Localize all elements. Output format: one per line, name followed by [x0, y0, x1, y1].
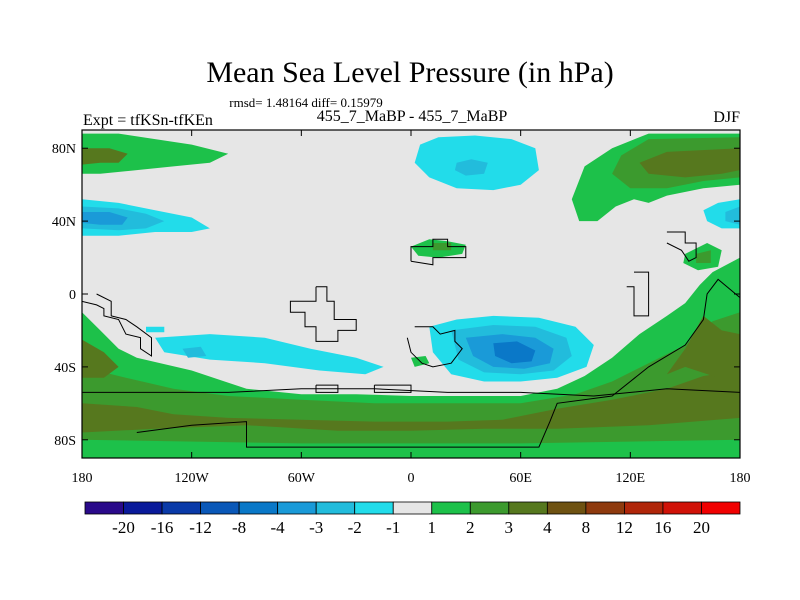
- region-arctic-cyan-2: [454, 159, 488, 176]
- colorbar-label: -2: [348, 518, 362, 537]
- colorbar-swatch: [238, 501, 279, 515]
- x-tick-label: 180: [730, 471, 751, 486]
- region-central-green-n-2: [432, 243, 452, 251]
- left-label: Expt = tfKSn-tfKEn: [83, 112, 213, 129]
- colorbar-label: 12: [616, 518, 633, 537]
- colorbar-swatch: [84, 501, 124, 515]
- colorbar-label: 20: [693, 518, 710, 537]
- x-tick-label: 180: [72, 471, 93, 486]
- colorbar-swatch: [546, 501, 587, 515]
- colorbar-label: 3: [505, 518, 514, 537]
- colorbar-label: 2: [466, 518, 475, 537]
- colorbar-swatch: [277, 501, 317, 515]
- y-tick-label: 40S: [54, 361, 76, 376]
- colorbar-swatch: [161, 501, 201, 515]
- region-east-olive: [666, 315, 740, 382]
- region-antarctic-olive: [82, 370, 740, 433]
- y-tick-label: 80N: [52, 142, 76, 157]
- region-south-pacific-cyan: [155, 334, 384, 375]
- colorbar-swatch: [508, 501, 548, 515]
- contour-s-atlantic-small-2: [373, 384, 412, 393]
- colorbar: -20 -16 -12 -8 -4 -3 -2 -1 1 2 3 4 8 12 16 20: [84, 501, 741, 537]
- contour-s-atlantic-small: [315, 384, 339, 393]
- colorbar-label: 8: [582, 518, 591, 537]
- colorbar-label: -4: [271, 518, 286, 537]
- colorbar-label: -8: [232, 518, 246, 537]
- y-tick-label: 0: [69, 288, 76, 303]
- x-tick-label: 60W: [288, 471, 316, 486]
- colorbar-label: 16: [654, 518, 671, 537]
- colorbar-label: -12: [189, 518, 212, 537]
- contour-sa-west: [289, 286, 357, 342]
- colorbar-swatch: [585, 501, 625, 515]
- colorbar-swatch: [701, 501, 741, 515]
- center-label: 455_7_MaBP - 455_7_MaBP: [317, 108, 508, 125]
- map-plot-area: [81, 129, 741, 459]
- colorbar-label: -20: [112, 518, 135, 537]
- colorbar-label: -3: [309, 518, 323, 537]
- region-south-atlantic-blue-2: [493, 341, 536, 364]
- contour-n-landmass: [410, 238, 467, 266]
- contour-sa-small: [82, 293, 152, 357]
- colorbar-swatch: [431, 501, 471, 515]
- y-axis-ticks: 80N 40N 0 40S 80S: [52, 142, 740, 449]
- colorbar-swatch: [315, 501, 356, 515]
- x-tick-label: 120W: [175, 471, 210, 486]
- contour-lines: [82, 231, 740, 448]
- region-ne-green-2: [696, 250, 711, 263]
- stats-line: rmsd= 1.48164 diff= 0.15979: [229, 95, 382, 110]
- region-south-pacific-cyan-2: [182, 346, 207, 358]
- colorbar-swatch: [392, 501, 433, 515]
- right-label: DJF: [713, 109, 740, 126]
- contour-east-block: [626, 271, 650, 317]
- region-arctic-olive-east: [639, 148, 740, 178]
- colorbar-swatch: [624, 501, 664, 515]
- contour-ne-block: [666, 231, 697, 262]
- colorbar-label: 1: [428, 518, 437, 537]
- colorbar-label: -16: [151, 518, 174, 537]
- region-nw-pacific-blue: [82, 212, 128, 225]
- colorbar-swatch: [469, 501, 510, 515]
- y-tick-label: 80S: [54, 434, 76, 449]
- y-tick-label: 40N: [52, 215, 76, 230]
- region-arctic-olive-west: [82, 148, 128, 165]
- region-ne-cyan-2: [725, 206, 740, 225]
- colorbar-swatch: [200, 501, 240, 515]
- contour-antarctica: [136, 278, 740, 448]
- colorbar-label: 4: [543, 518, 552, 537]
- region-se-pacific-cyan: [146, 326, 165, 333]
- filled-regions: [82, 133, 740, 458]
- chart-title: Mean Sea Level Pressure (in hPa): [206, 56, 613, 89]
- region-sw-pacific-olive: [82, 339, 119, 378]
- colorbar-swatch: [354, 501, 394, 515]
- x-tick-label: 0: [408, 471, 415, 486]
- region-arctic-green-west: [82, 133, 229, 174]
- x-tick-label: 120E: [616, 471, 646, 486]
- colorbar-swatch: [662, 501, 702, 515]
- contour-south-band: [82, 388, 740, 397]
- x-axis-ticks: 180 120W 60W 0 60E 120E 180: [72, 130, 751, 486]
- contour-africa-south: [406, 326, 463, 368]
- colorbar-swatch: [123, 501, 163, 515]
- colorbar-label: -1: [386, 518, 400, 537]
- x-tick-label: 60E: [509, 471, 532, 486]
